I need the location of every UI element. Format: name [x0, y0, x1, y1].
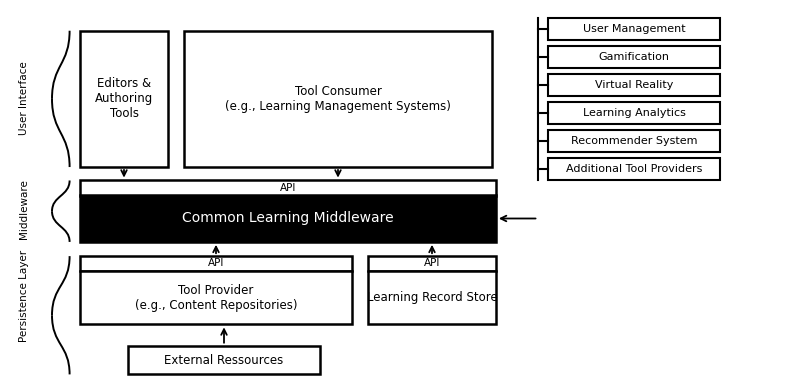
FancyBboxPatch shape [368, 256, 496, 271]
FancyBboxPatch shape [548, 18, 720, 40]
Text: User Interface: User Interface [19, 61, 29, 135]
FancyBboxPatch shape [80, 31, 168, 167]
FancyBboxPatch shape [548, 74, 720, 96]
FancyBboxPatch shape [80, 195, 496, 242]
Text: Tool Provider
(e.g., Content Repositories): Tool Provider (e.g., Content Repositorie… [134, 284, 298, 311]
Text: User Management: User Management [582, 24, 686, 34]
Text: API: API [424, 258, 440, 268]
FancyBboxPatch shape [80, 180, 496, 196]
FancyBboxPatch shape [128, 346, 320, 374]
FancyBboxPatch shape [80, 271, 352, 324]
FancyBboxPatch shape [548, 158, 720, 180]
Text: Virtual Reality: Virtual Reality [595, 80, 673, 90]
Text: Editors &
Authoring
Tools: Editors & Authoring Tools [95, 78, 153, 120]
Text: Middleware: Middleware [19, 179, 29, 239]
FancyBboxPatch shape [548, 102, 720, 124]
FancyBboxPatch shape [548, 130, 720, 152]
Text: Learning Record Store: Learning Record Store [366, 291, 498, 304]
Text: Persistence Layer: Persistence Layer [19, 250, 29, 342]
Text: API: API [280, 183, 296, 193]
Text: Common Learning Middleware: Common Learning Middleware [182, 212, 394, 225]
FancyBboxPatch shape [80, 256, 352, 271]
Text: Tool Consumer
(e.g., Learning Management Systems): Tool Consumer (e.g., Learning Management… [225, 85, 451, 113]
Text: Additional Tool Providers: Additional Tool Providers [566, 164, 702, 174]
Text: External Ressources: External Ressources [164, 354, 284, 366]
Text: API: API [208, 258, 224, 268]
FancyBboxPatch shape [184, 31, 492, 167]
Text: Learning Analytics: Learning Analytics [582, 108, 686, 118]
FancyBboxPatch shape [368, 271, 496, 324]
FancyBboxPatch shape [548, 46, 720, 68]
Text: Gamification: Gamification [598, 52, 670, 62]
Text: Recommender System: Recommender System [570, 136, 698, 146]
